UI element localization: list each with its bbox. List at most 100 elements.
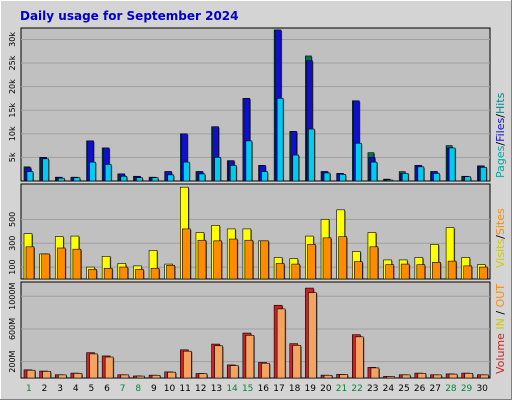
legend: Volume IN / OUT	[494, 284, 507, 374]
x-tick-label: 30	[476, 384, 488, 394]
sites-bar	[214, 241, 222, 279]
sites-bar	[479, 267, 487, 279]
volume-out-bar	[402, 375, 410, 378]
x-tick-label: 1	[26, 384, 32, 394]
sites-bar	[182, 229, 190, 279]
x-tick-label: 6	[104, 384, 110, 394]
volume-out-bar	[387, 376, 395, 378]
y-tick-label: 5k	[8, 152, 17, 162]
x-tick-label: 16	[258, 384, 270, 394]
volume-out-bar	[449, 374, 457, 378]
sites-bar	[198, 240, 206, 279]
pages-bar	[90, 162, 96, 181]
x-tick-label: 14	[226, 384, 238, 394]
volume-out-bar	[230, 366, 238, 378]
sites-bar	[370, 247, 378, 279]
volume-out-bar	[433, 375, 441, 378]
volume-out-bar	[74, 373, 82, 378]
x-tick-label: 26	[414, 384, 426, 394]
volume-out-bar	[43, 371, 51, 378]
volume-out-bar	[355, 337, 363, 378]
chart-title: Daily usage for September 2024	[20, 9, 239, 23]
volume-out-bar	[183, 351, 191, 378]
legend-entry: OUT	[494, 284, 507, 308]
legend-entry: Hits	[494, 92, 507, 114]
y-tick-label: 15k	[8, 102, 17, 117]
y-tick-label: 25k	[8, 55, 17, 70]
volume-out-bar	[136, 376, 144, 378]
sites-bar	[151, 268, 159, 279]
y-tick-label: 10k	[8, 126, 17, 141]
volume-out-bar	[27, 370, 35, 378]
volume-out-bar	[308, 293, 316, 378]
sites-bar	[135, 269, 143, 279]
y-tick-label: 300	[8, 236, 17, 251]
y-tick-label: 500	[8, 212, 17, 227]
x-tick-label: 12	[195, 384, 206, 394]
sites-bar	[448, 261, 456, 279]
pages-bar	[308, 129, 314, 181]
volume-out-bar	[246, 335, 254, 378]
pages-bar	[449, 148, 455, 181]
pages-bar	[246, 141, 252, 181]
x-tick-label: 18	[289, 384, 301, 394]
volume-out-bar	[199, 374, 207, 378]
sites-bar	[292, 264, 300, 279]
x-tick-label: 29	[461, 384, 473, 394]
sites-bar	[307, 244, 315, 279]
x-tick-label: 24	[383, 384, 395, 394]
pages-bar	[183, 162, 189, 181]
legend-entry: Sites	[494, 208, 507, 235]
y-tick-label: 200M	[8, 350, 17, 372]
x-tick-label: 23	[367, 384, 378, 394]
pages-bar	[262, 172, 268, 181]
legend-entry: IN	[494, 318, 507, 329]
pages-bar	[355, 143, 361, 181]
y-tick-label: 20k	[8, 79, 17, 94]
pages-bar	[215, 157, 221, 181]
legend-entry: Visits	[494, 239, 507, 268]
legend-entry: Files	[494, 117, 507, 141]
x-tick-label: 9	[151, 384, 157, 394]
sites-bar	[229, 239, 237, 279]
pages-bar	[418, 167, 424, 181]
legend-separator: /	[494, 307, 507, 318]
x-tick-label: 17	[273, 384, 284, 394]
x-tick-label: 22	[351, 384, 362, 394]
sites-bar	[261, 241, 269, 279]
x-tick-label: 20	[320, 384, 332, 394]
pages-bar	[340, 174, 346, 181]
sites-bar	[104, 268, 112, 279]
sites-bar	[276, 264, 284, 280]
pages-bar	[168, 175, 174, 181]
sites-bar	[26, 247, 34, 279]
sites-bar	[57, 248, 65, 279]
pages-bar	[152, 178, 158, 181]
legend-entry: Pages	[494, 145, 507, 178]
pages-bar	[293, 155, 299, 181]
x-tick-label: 5	[88, 384, 94, 394]
volume-out-bar	[121, 375, 129, 378]
pages-bar	[465, 177, 471, 181]
x-tick-label: 3	[57, 384, 63, 394]
x-tick-label: 19	[304, 384, 316, 394]
x-tick-label: 2	[42, 384, 48, 394]
pages-bar	[433, 173, 439, 181]
sites-bar	[167, 265, 175, 279]
pages-bar	[121, 176, 127, 181]
pages-bar	[324, 173, 330, 181]
sites-bar	[354, 262, 362, 279]
pages-bar	[58, 178, 64, 181]
x-tick-label: 21	[336, 384, 347, 394]
sites-bar	[432, 262, 440, 279]
pages-bar	[371, 162, 377, 181]
x-tick-label: 7	[120, 384, 126, 394]
volume-out-bar	[215, 346, 223, 378]
sites-bar	[120, 267, 128, 279]
sites-bar	[339, 237, 347, 279]
x-tick-label: 13	[211, 384, 222, 394]
pages-bar	[387, 180, 393, 181]
y-tick-label: 600M	[8, 318, 17, 340]
